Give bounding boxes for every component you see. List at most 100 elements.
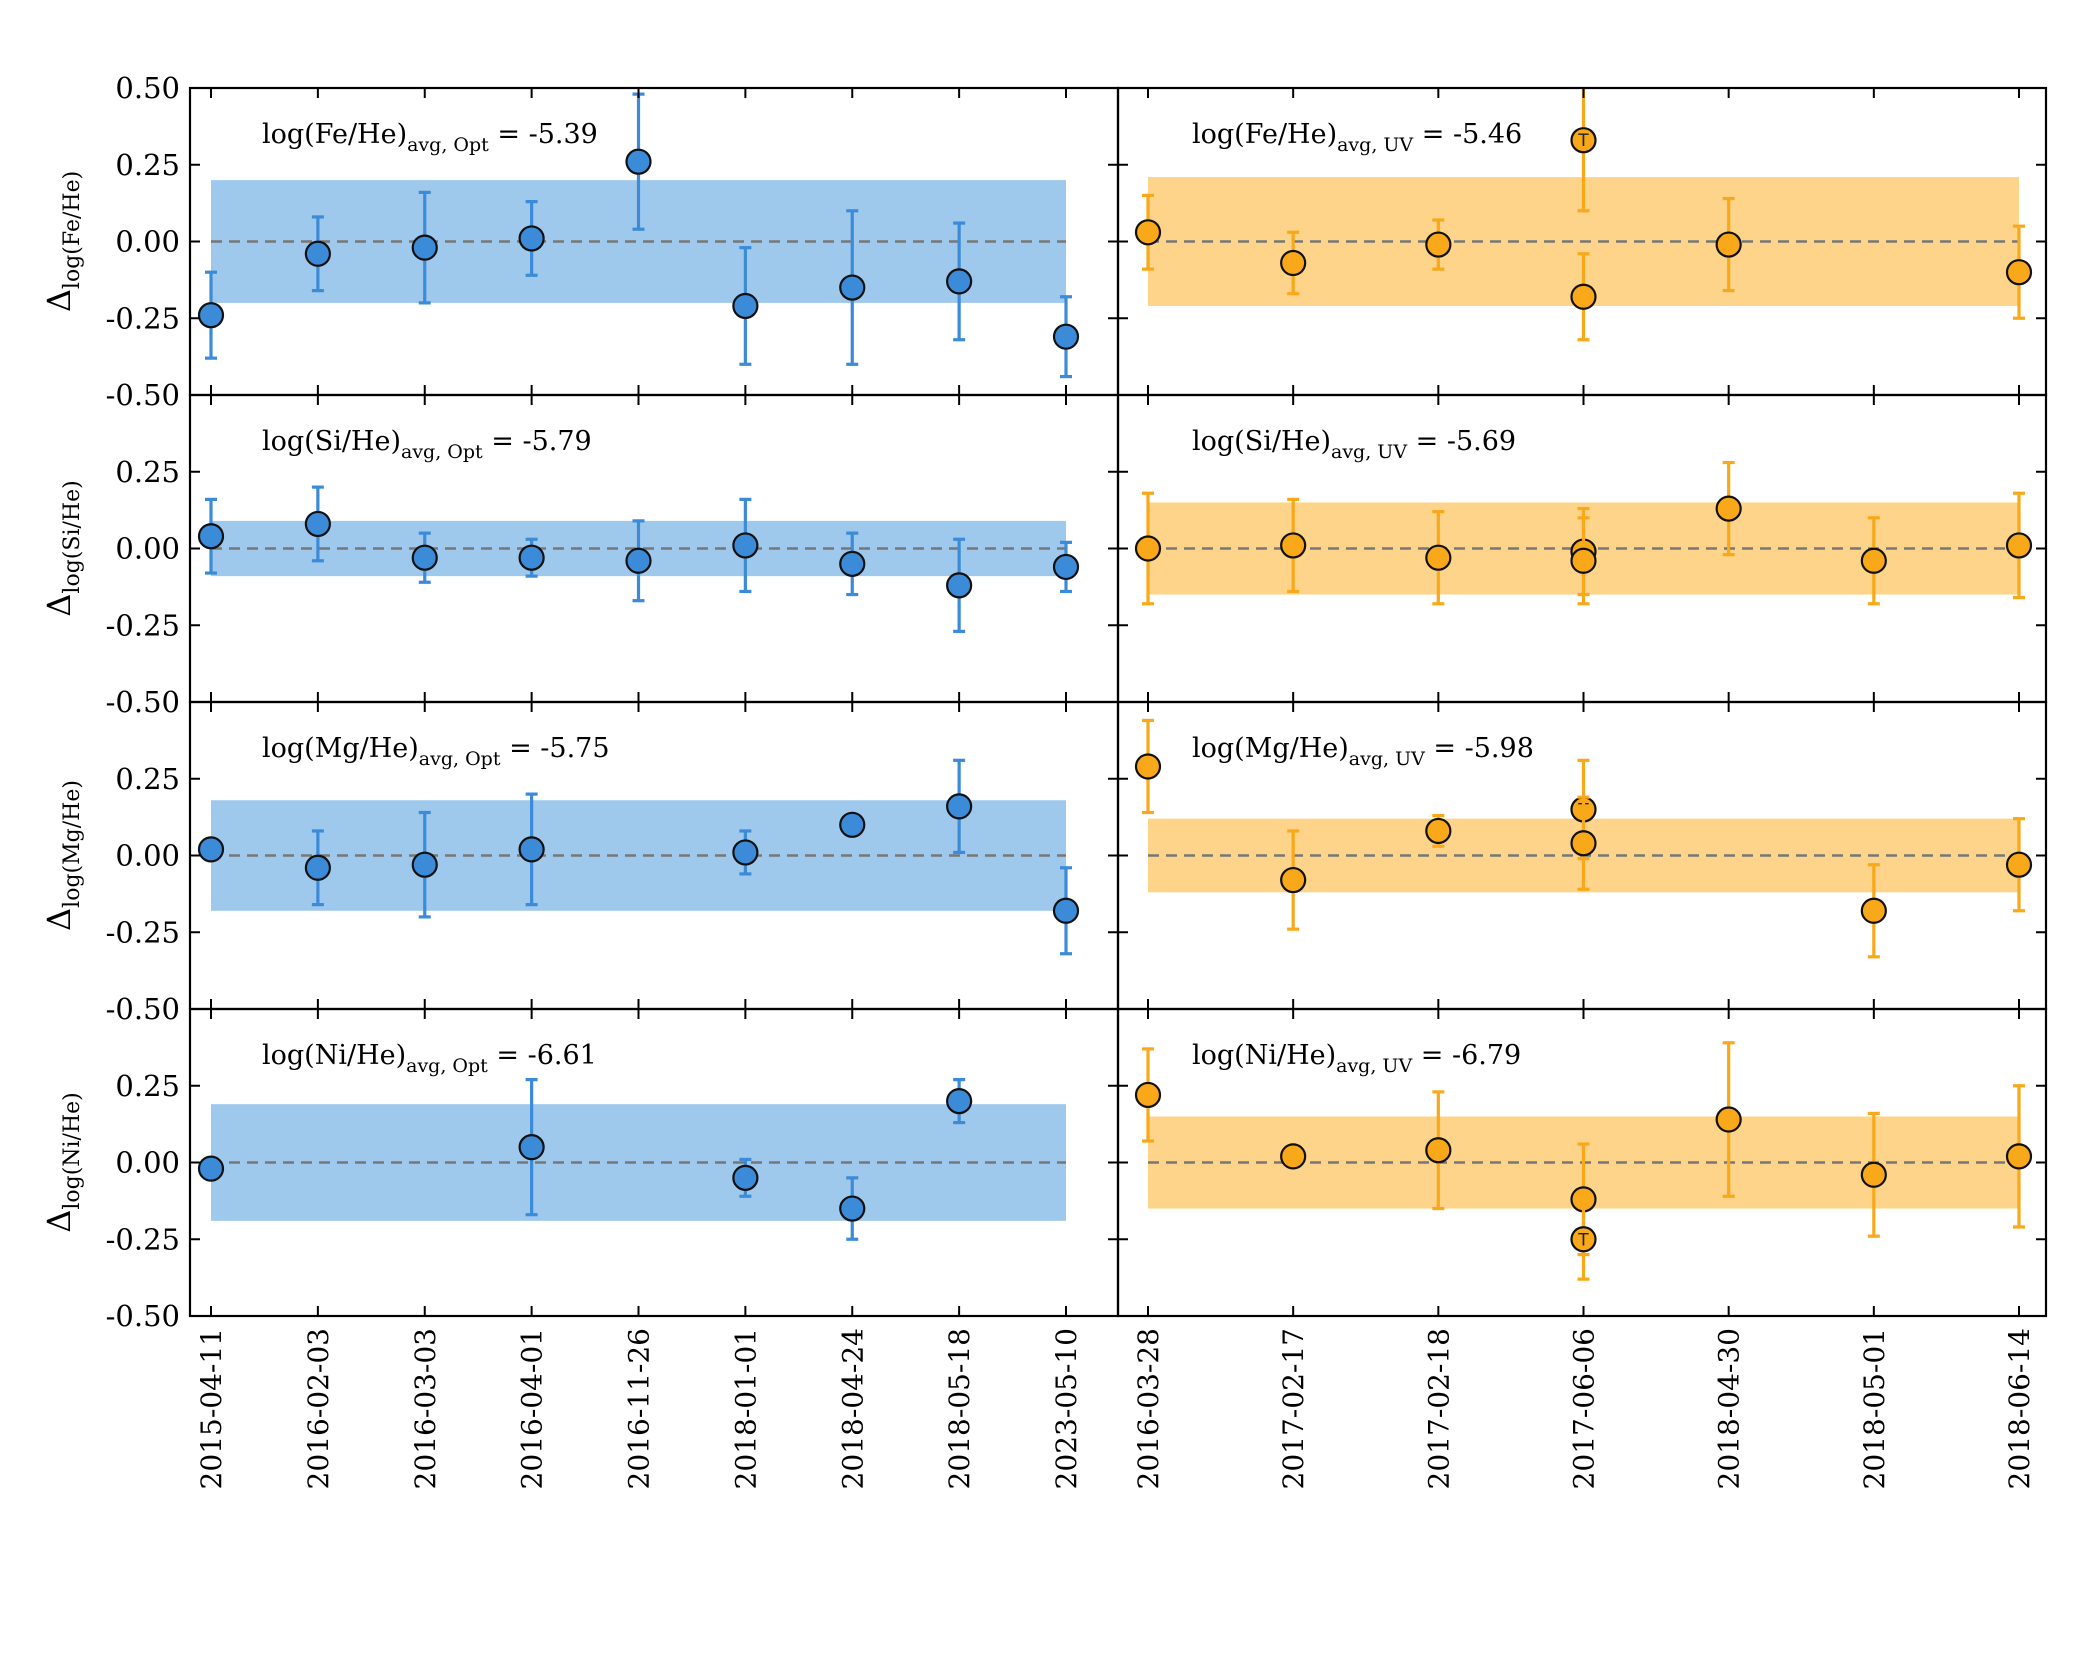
- ytick-label-Si-3: -0.25: [106, 608, 180, 642]
- point-optical-Fe-7: [946, 268, 973, 295]
- ytick-label-Fe-3: -0.25: [106, 301, 180, 335]
- ytick-label-Si-1: 0.25: [115, 455, 180, 489]
- ytick-label-Mg-3: -0.25: [106, 915, 180, 949]
- annotation-uv-Si: log(Si/He)avg, UV = -5.69: [1192, 426, 1516, 463]
- point-optical-Ni-3: [839, 1195, 866, 1222]
- point-uv-Ni-0: [1134, 1081, 1162, 1109]
- ytick-label-Ni-2: 0.00: [115, 1146, 180, 1180]
- point-marker-uv-Ni-4: T: [1577, 1230, 1589, 1250]
- point-optical-Fe-8: [1052, 323, 1080, 350]
- xtick-label-optical-6: 2018-04-24: [836, 1328, 869, 1489]
- point-optical-Si-2: [411, 544, 438, 571]
- point-optical-Ni-2: [732, 1164, 759, 1191]
- point-optical-Mg-0: [197, 836, 225, 863]
- ytick-label-Si-2: 0.00: [115, 532, 180, 566]
- point-uv-Fe-4: [1570, 283, 1597, 310]
- point-optical-Si-6: [839, 550, 866, 577]
- xtick-label-optical-1: 2016-02-03: [302, 1328, 335, 1489]
- point-uv-Mg-4: [1570, 830, 1597, 857]
- point-uv-Mg-6: [2005, 851, 2033, 878]
- point-uv-Mg-1: [1280, 866, 1307, 894]
- ylabel-Mg: Δlog(Mg/He): [40, 780, 85, 931]
- xtick-label-uv-4: 2018-04-30: [1713, 1328, 1746, 1489]
- axes-layer: [188, 86, 2048, 1318]
- ylabel-Ni: Δlog(Ni/He): [40, 1092, 85, 1233]
- annotation-uv-Fe: log(Fe/He)avg, UV = -5.46: [1192, 119, 1522, 156]
- point-optical-Mg-4: [732, 839, 759, 866]
- ytick-label-Mg-2: 0.00: [115, 839, 180, 873]
- point-optical-Fe-1: [304, 240, 331, 267]
- ytick-label-Mg-4: -0.50: [106, 992, 180, 1026]
- point-uv-Fe-6: [2005, 259, 2033, 286]
- point-optical-Mg-6: [946, 793, 973, 820]
- xtick-label-optical-0: 2015-04-11: [195, 1328, 228, 1489]
- point-uv-Mg-0: [1134, 753, 1162, 780]
- annotation-optical-Fe: log(Fe/He)avg, Opt = -5.39: [262, 119, 598, 156]
- xtick-label-optical-2: 2016-03-03: [409, 1328, 442, 1489]
- xtick-label-optical-7: 2018-05-18: [943, 1328, 976, 1489]
- point-uv-Ni-6: [1860, 1161, 1887, 1188]
- point-optical-Mg-1: [304, 854, 331, 881]
- ytick-label-Mg-1: 0.25: [115, 762, 180, 796]
- point-optical-Ni-1: [518, 1134, 545, 1161]
- point-uv-Ni-5: [1715, 1106, 1742, 1133]
- point-uv-Fe-0: [1134, 219, 1162, 246]
- xtick-label-uv-1: 2017-02-17: [1277, 1328, 1310, 1489]
- point-uv-Fe-5: [1715, 231, 1742, 258]
- annotation-uv-Mg: log(Mg/He)avg, UV = -5.98: [1192, 733, 1534, 770]
- point-optical-Ni-4: [946, 1087, 973, 1115]
- ytick-label-Ni-3: -0.25: [106, 1222, 180, 1256]
- annotation-optical-Ni: log(Ni/He)avg, Opt = -6.61: [262, 1040, 597, 1077]
- point-uv-Ni-7: [2005, 1143, 2033, 1170]
- point-optical-Fe-4: [625, 148, 652, 175]
- ytick-label-Ni-1: 0.25: [115, 1069, 180, 1103]
- point-optical-Mg-5: [839, 811, 866, 838]
- points-layer: TTT: [197, 88, 2033, 1281]
- point-uv-Si-0: [1134, 535, 1162, 562]
- ytick-label-Fe-0: 0.50: [115, 71, 180, 105]
- point-uv-Ni-2: [1425, 1137, 1452, 1164]
- point-optical-Ni-0: [197, 1155, 225, 1182]
- point-uv-Si-5: [1715, 495, 1742, 522]
- ytick-label-Si-4: -0.50: [106, 685, 180, 719]
- annotation-optical-Si: log(Si/He)avg, Opt = -5.79: [262, 426, 592, 463]
- ytick-label-Fe-4: -0.50: [106, 378, 180, 412]
- point-optical-Si-5: [732, 532, 759, 559]
- ytick-label-Fe-1: 0.25: [115, 148, 180, 182]
- point-uv-Si-6: [1860, 547, 1887, 574]
- point-uv-Mg-2: [1425, 817, 1452, 845]
- xtick-label-uv-3: 2017-06-06: [1568, 1328, 1601, 1489]
- point-uv-Ni-4: [1570, 1226, 1597, 1253]
- point-optical-Si-8: [1052, 553, 1080, 581]
- annotation-uv-Ni: log(Ni/He)avg, UV = -6.79: [1192, 1040, 1521, 1077]
- point-uv-Ni-1: [1280, 1143, 1307, 1170]
- point-uv-Fe-3: [1570, 127, 1597, 154]
- point-optical-Fe-2: [411, 234, 438, 261]
- xtick-label-uv-0: 2016-03-28: [1132, 1328, 1165, 1489]
- ytick-label-Ni-4: -0.50: [106, 1299, 180, 1333]
- xtick-label-optical-4: 2016-11-26: [623, 1328, 656, 1489]
- frame-uv-Ni: [1116, 1007, 2048, 1318]
- xtick-label-uv-2: 2017-02-18: [1422, 1328, 1455, 1489]
- point-marker-uv-Fe-3: T: [1577, 131, 1589, 151]
- point-optical-Mg-7: [1052, 897, 1080, 924]
- point-uv-Si-7: [2005, 532, 2033, 559]
- point-optical-Mg-3: [518, 836, 545, 863]
- point-optical-Mg-2: [411, 851, 438, 878]
- point-uv-Fe-1: [1280, 249, 1307, 277]
- point-uv-Mg-5: [1860, 897, 1887, 924]
- point-optical-Si-4: [625, 547, 652, 574]
- xtick-label-optical-8: 2023-05-10: [1050, 1328, 1083, 1489]
- point-optical-Si-3: [518, 544, 545, 571]
- point-optical-Si-7: [946, 572, 973, 599]
- point-optical-Si-1: [304, 510, 331, 538]
- ytick-label-Fe-2: 0.00: [115, 225, 180, 259]
- point-optical-Fe-0: [197, 302, 225, 329]
- xtick-label-optical-5: 2018-01-01: [729, 1328, 762, 1489]
- point-uv-Fe-2: [1425, 231, 1452, 258]
- ylabel-Fe: Δlog(Fe/He): [40, 171, 85, 312]
- xtick-label-optical-3: 2016-04-01: [516, 1328, 549, 1489]
- ylabel-Si: Δlog(Si/He): [40, 480, 85, 616]
- annotation-optical-Mg: log(Mg/He)avg, Opt = -5.75: [262, 733, 610, 770]
